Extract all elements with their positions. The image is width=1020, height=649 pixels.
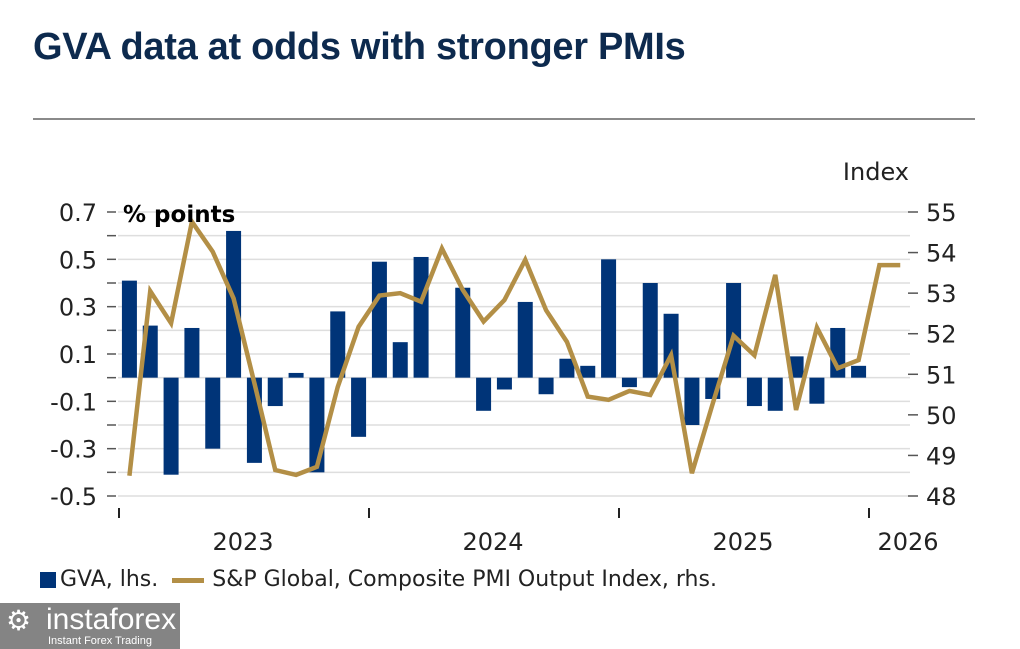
- right-tick-label: 55: [926, 199, 957, 227]
- gva-bar: [559, 358, 575, 378]
- pmi-line: [127, 216, 901, 478]
- right-axis-label: Index: [843, 158, 909, 186]
- left-tick-label: 0.3: [59, 294, 97, 322]
- gva-bar: [809, 377, 825, 404]
- watermark-name: instaforex: [46, 603, 177, 636]
- chart-title: GVA data at odds with stronger PMIs: [33, 26, 686, 68]
- gear-icon: ⚙: [6, 605, 32, 636]
- gva-bar: [538, 377, 554, 395]
- title-divider: [33, 118, 975, 120]
- legend-bar-swatch: [40, 572, 56, 588]
- left-tick-label: 0.1: [59, 341, 97, 369]
- right-tick-label: 53: [926, 280, 957, 308]
- legend-pmi: S&P Global, Composite PMI Output Index, …: [212, 567, 717, 592]
- gva-bar: [767, 377, 783, 411]
- left-tick-label: -0.5: [50, 483, 97, 511]
- gva-bar: [121, 280, 137, 378]
- x-tick-label: 2023: [212, 528, 273, 556]
- watermark-tagline: Instant Forex Trading: [48, 635, 152, 647]
- right-tick-label: 49: [926, 442, 957, 470]
- gva-bar: [413, 256, 429, 378]
- watermark-logo: ⚙ instaforex Instant Forex Trading: [0, 603, 180, 649]
- left-tick-label: -0.3: [50, 436, 97, 464]
- x-tick-label: 2025: [712, 528, 773, 556]
- gva-bar: [205, 377, 221, 449]
- gva-bar: [642, 283, 658, 378]
- right-tick-label: 48: [926, 483, 957, 511]
- right-tick-label: 51: [926, 361, 957, 389]
- left-tick-label: 0.5: [59, 246, 97, 274]
- right-tick-label: 50: [926, 402, 957, 430]
- left-tick-label: 0.7: [59, 199, 97, 227]
- gva-bar: [455, 287, 471, 378]
- gva-bar: [580, 365, 596, 378]
- gva-bar: [163, 377, 179, 475]
- gva-bar: [726, 283, 742, 378]
- gva-bar: [330, 311, 346, 378]
- gva-bar: [601, 259, 617, 378]
- gva-bar: [684, 377, 700, 425]
- gva-bar: [351, 377, 367, 437]
- gva-bar: [517, 301, 533, 378]
- gva-bar: [288, 372, 304, 378]
- gva-bar: [392, 342, 408, 378]
- right-tick-label: 54: [926, 240, 957, 268]
- x-tick-label: 2026: [877, 528, 938, 556]
- legend-gva: GVA, lhs.: [60, 567, 159, 592]
- gva-bar: [267, 377, 283, 407]
- gva-bar: [851, 365, 867, 378]
- left-axis-label: % points: [123, 202, 235, 228]
- legend-line-swatch: [172, 577, 205, 583]
- gva-bar: [184, 327, 200, 378]
- x-tick-label: 2024: [462, 528, 523, 556]
- gva-bar: [621, 377, 637, 388]
- left-tick-label: -0.1: [50, 388, 97, 416]
- right-tick-label: 52: [926, 321, 957, 349]
- gva-bar: [496, 377, 512, 390]
- legend: GVA, lhs. S&P Global, Composite PMI Outp…: [40, 566, 717, 594]
- gva-bar: [476, 377, 492, 411]
- gva-bar: [746, 377, 762, 407]
- gva-bar: [371, 261, 387, 378]
